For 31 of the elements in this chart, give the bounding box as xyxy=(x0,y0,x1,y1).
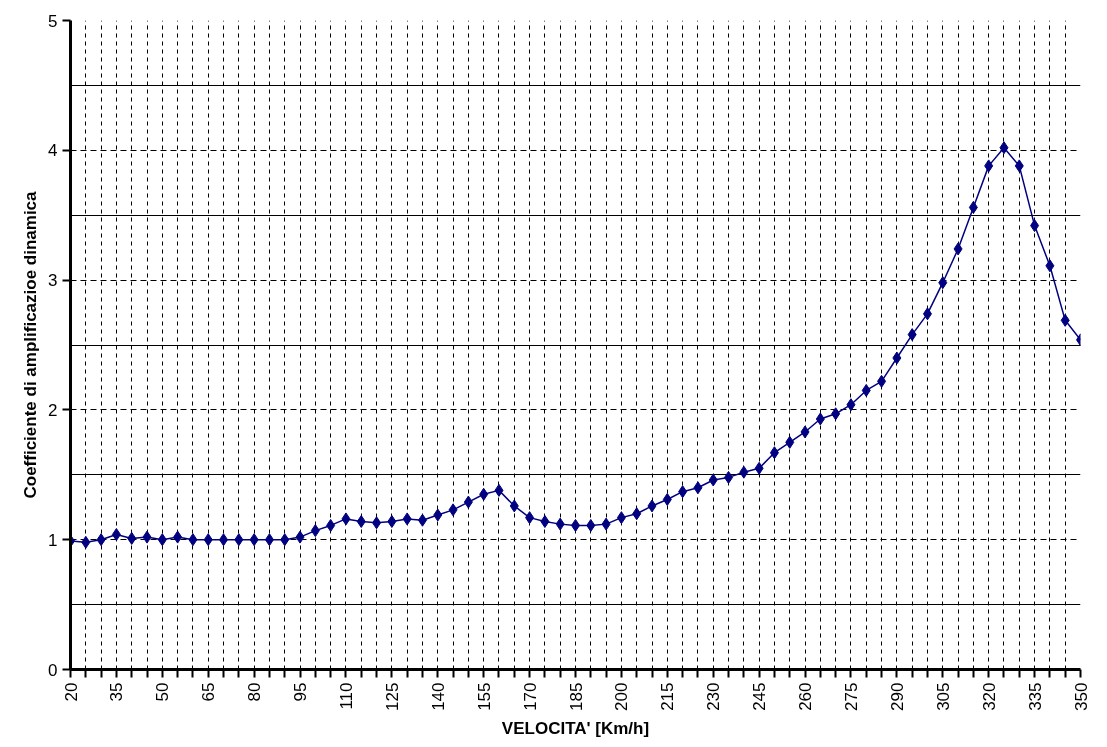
x-tick-label: 20 xyxy=(61,682,81,702)
x-tick-label: 230 xyxy=(704,682,724,711)
y-tick-label: 3 xyxy=(48,271,58,291)
x-tick-label: 215 xyxy=(658,682,678,711)
y-tick-label: 2 xyxy=(48,400,58,420)
y-tick-label: 1 xyxy=(48,530,58,550)
x-tick-label: 170 xyxy=(520,682,540,711)
x-tick-label: 335 xyxy=(1025,682,1045,711)
x-tick-label: 95 xyxy=(291,682,311,702)
y-tick-label: 4 xyxy=(48,141,58,161)
x-tick-label: 200 xyxy=(612,682,632,711)
y-tick-label: 5 xyxy=(48,11,58,31)
x-tick-label: 245 xyxy=(750,682,770,711)
x-tick-label: 305 xyxy=(933,682,953,711)
x-tick-label: 50 xyxy=(153,682,173,702)
x-axis-title: VELOCITA' [Km/h] xyxy=(501,718,650,738)
x-tick-label: 110 xyxy=(336,682,356,710)
x-tick-label: 35 xyxy=(107,682,127,702)
x-tick-label: 275 xyxy=(841,682,861,711)
x-tick-label: 260 xyxy=(796,682,816,711)
y-axis-title: Coefficiente di amplificazioe dinamica xyxy=(21,190,41,499)
x-tick-label: 140 xyxy=(428,682,448,711)
x-tick-label: 350 xyxy=(1071,682,1091,711)
x-tick-label: 185 xyxy=(566,682,586,711)
x-tick-label: 65 xyxy=(199,682,219,702)
x-tick-label: 125 xyxy=(382,682,402,711)
y-tick-label: 0 xyxy=(48,660,58,680)
x-tick-label: 155 xyxy=(474,682,494,711)
x-tick-label: 290 xyxy=(887,682,907,711)
x-tick-label: 320 xyxy=(979,682,999,711)
x-tick-label: 80 xyxy=(245,682,265,702)
